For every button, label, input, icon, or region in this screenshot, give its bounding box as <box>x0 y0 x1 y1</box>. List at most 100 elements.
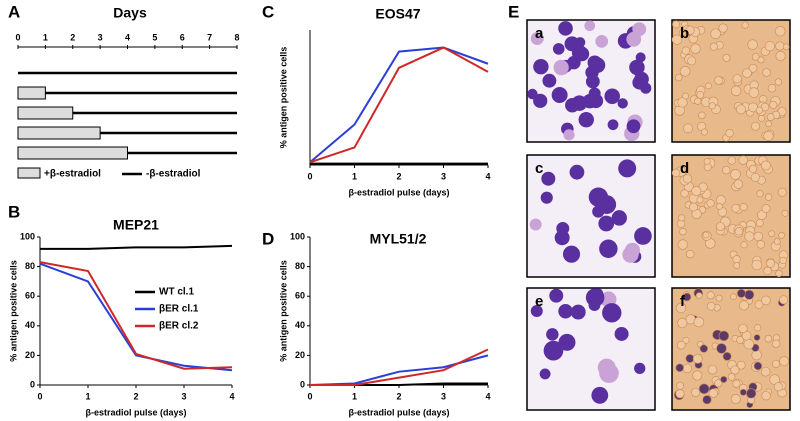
cell <box>760 160 771 171</box>
cell <box>617 98 628 109</box>
cell <box>706 301 716 311</box>
x-tick-label: 0 <box>307 171 312 181</box>
y-axis-label: % antigen positive cells <box>8 260 18 362</box>
y-axis-label: % antigen positive cells <box>278 47 288 149</box>
cell <box>754 300 764 309</box>
cell <box>679 227 687 236</box>
y-axis-label: % antigen positive cells <box>278 260 288 362</box>
cell <box>690 43 701 54</box>
panel-label: D <box>262 229 274 248</box>
cell <box>769 100 778 109</box>
cell <box>744 231 755 242</box>
x-tick-label: 2 <box>133 391 138 401</box>
cell <box>773 382 783 392</box>
cell <box>761 204 771 213</box>
legend-label: WT cl.1 <box>159 287 194 298</box>
cell <box>671 168 681 178</box>
day-label: 4 <box>125 32 130 42</box>
cell <box>632 22 647 37</box>
chart-title: MEP21 <box>113 217 159 233</box>
x-tick-label: 3 <box>181 391 186 401</box>
micrograph-frame <box>671 287 791 411</box>
micrograph: f <box>671 287 791 411</box>
cell <box>777 187 787 197</box>
day-label: 8 <box>234 32 239 42</box>
y-tick-label: 20 <box>25 350 35 360</box>
y-tick-label: 0 <box>300 379 305 389</box>
cell <box>558 304 573 319</box>
x-tick-label: 1 <box>352 391 357 401</box>
cell <box>739 388 747 396</box>
micrograph: b <box>671 19 791 143</box>
cell <box>738 300 749 311</box>
cell <box>607 119 619 131</box>
y-tick-label: 40 <box>295 320 305 330</box>
cell <box>733 179 743 189</box>
cell <box>679 66 691 77</box>
cell <box>703 157 711 165</box>
cell <box>677 317 688 328</box>
cell <box>763 266 772 276</box>
cell <box>634 362 646 375</box>
cell <box>677 239 688 250</box>
cell <box>702 231 710 239</box>
cell <box>570 304 586 320</box>
cell <box>739 203 748 211</box>
cell <box>687 56 697 66</box>
cell <box>681 46 691 55</box>
cell <box>696 90 705 99</box>
x-tick-label: 2 <box>396 391 401 401</box>
micrograph: a <box>526 19 656 143</box>
cell <box>529 218 542 231</box>
cell <box>693 316 705 328</box>
cell <box>752 53 760 61</box>
cell <box>705 82 712 90</box>
x-tick-label: 4 <box>229 391 234 401</box>
cell <box>614 326 629 341</box>
cell <box>634 227 652 245</box>
cell <box>740 241 748 249</box>
x-tick-label: 0 <box>37 391 42 401</box>
cell <box>714 75 723 85</box>
cell <box>618 159 637 178</box>
cell <box>758 114 765 122</box>
cell <box>710 28 721 40</box>
cell <box>546 328 559 341</box>
cell <box>540 191 553 204</box>
cell <box>761 295 771 306</box>
cell <box>527 88 538 100</box>
micrograph-label: c <box>535 160 543 177</box>
cell <box>682 336 690 344</box>
cell <box>714 379 723 388</box>
cell <box>753 334 761 341</box>
x-tick-label: 3 <box>441 171 446 181</box>
cell <box>757 56 765 64</box>
cell <box>709 42 718 51</box>
cell <box>595 35 609 48</box>
cell <box>753 231 764 242</box>
cell <box>732 379 741 388</box>
cell <box>722 53 731 62</box>
cell <box>672 20 681 29</box>
legend-label: -β-estradiol <box>146 169 201 180</box>
cell <box>750 172 760 182</box>
cell <box>774 78 783 86</box>
cell <box>732 74 742 84</box>
cell <box>698 383 710 395</box>
cell <box>552 43 565 55</box>
cell <box>685 25 695 35</box>
cell <box>671 34 683 45</box>
series-line <box>309 46 489 164</box>
micrograph-label: d <box>680 160 689 177</box>
y-tick-label: 100 <box>290 231 305 241</box>
cell <box>553 59 569 76</box>
cell <box>722 166 731 175</box>
estradiol-pulse <box>17 86 46 100</box>
cell <box>563 129 575 141</box>
cell <box>569 164 585 180</box>
x-tick-label: 3 <box>441 391 446 401</box>
cell <box>747 39 758 50</box>
micrograph-label: f <box>680 293 686 310</box>
cell <box>530 32 544 46</box>
day-label: 0 <box>15 32 20 42</box>
